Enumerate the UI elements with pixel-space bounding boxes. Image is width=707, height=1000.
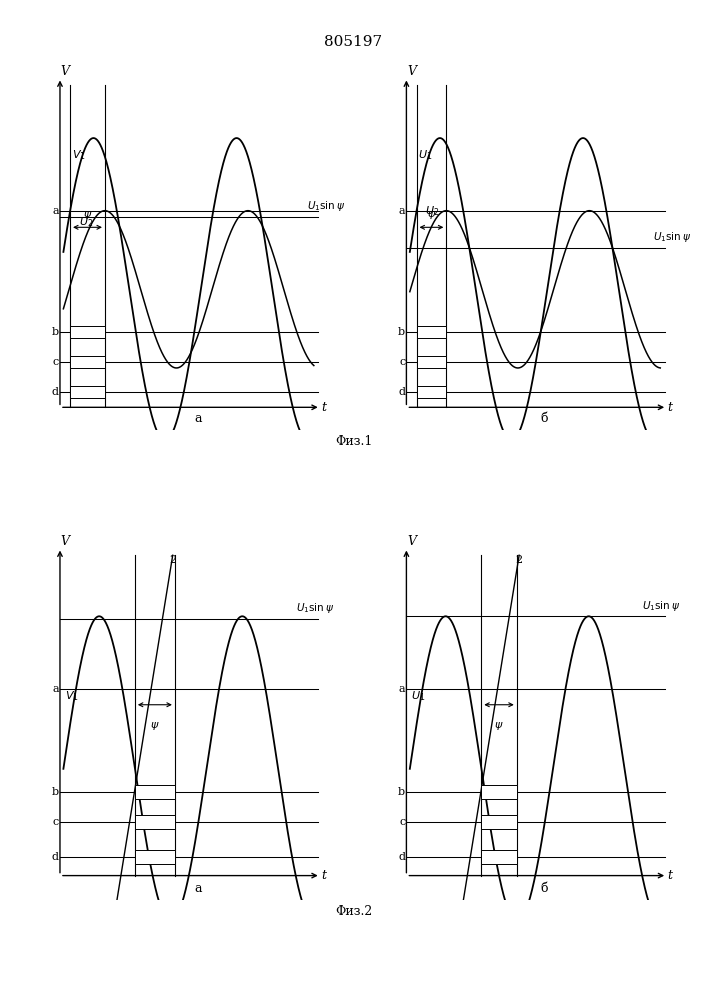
Text: $V_1$: $V_1$: [65, 689, 79, 703]
Text: t: t: [667, 869, 672, 882]
Text: 2: 2: [515, 555, 523, 565]
Text: $U_1\sin\psi$: $U_1\sin\psi$: [296, 601, 334, 615]
Text: Φиз.2: Φиз.2: [335, 905, 372, 918]
Text: b: b: [52, 327, 59, 337]
Text: V: V: [60, 65, 69, 78]
Text: $V_1$: $V_1$: [71, 148, 86, 162]
Text: d: d: [52, 387, 59, 397]
Text: d: d: [52, 852, 59, 862]
Text: $\psi$: $\psi$: [494, 720, 504, 732]
Text: $\psi$: $\psi$: [83, 209, 93, 221]
Text: $U_1\sin\psi$: $U_1\sin\psi$: [653, 230, 691, 244]
Text: а: а: [194, 412, 201, 425]
Text: Φиз.1: Φиз.1: [335, 435, 372, 448]
Text: t: t: [321, 869, 326, 882]
Text: $\psi$: $\psi$: [150, 720, 160, 732]
Text: 2: 2: [169, 555, 177, 565]
Text: $U_1$: $U_1$: [418, 148, 432, 162]
Bar: [481, 850, 517, 864]
Text: $U_1\sin\psi$: $U_1\sin\psi$: [642, 599, 680, 613]
Text: a: a: [52, 684, 59, 694]
Text: $U_1\sin\psi$: $U_1\sin\psi$: [307, 199, 345, 213]
Text: c: c: [399, 357, 405, 367]
Bar: [481, 785, 517, 799]
Text: V: V: [407, 535, 416, 548]
Text: 805197: 805197: [325, 35, 382, 49]
Text: б: б: [540, 882, 548, 895]
Bar: [70, 356, 105, 368]
Bar: [70, 386, 105, 398]
Bar: [135, 850, 175, 864]
Text: d: d: [398, 387, 405, 397]
Text: c: c: [399, 817, 405, 827]
Text: V: V: [407, 65, 416, 78]
Bar: [70, 326, 105, 338]
Bar: [416, 386, 446, 398]
Text: a: a: [399, 684, 405, 694]
Text: $U_2$: $U_2$: [78, 216, 93, 229]
Bar: [416, 356, 446, 368]
Bar: [416, 326, 446, 338]
Text: d: d: [398, 852, 405, 862]
Text: V: V: [60, 535, 69, 548]
Text: $U_1$: $U_1$: [411, 689, 426, 703]
Bar: [135, 815, 175, 829]
Text: b: b: [52, 787, 59, 797]
Text: $\psi$: $\psi$: [427, 209, 437, 221]
Text: $U_2$: $U_2$: [425, 204, 440, 218]
Text: c: c: [52, 357, 59, 367]
Text: b: b: [398, 787, 405, 797]
Text: t: t: [667, 401, 672, 414]
Text: t: t: [321, 401, 326, 414]
Bar: [481, 815, 517, 829]
Bar: [135, 785, 175, 799]
Text: а: а: [194, 882, 201, 895]
Text: b: b: [398, 327, 405, 337]
Text: a: a: [52, 206, 59, 216]
Text: б: б: [540, 412, 548, 425]
Text: a: a: [399, 206, 405, 216]
Text: c: c: [52, 817, 59, 827]
